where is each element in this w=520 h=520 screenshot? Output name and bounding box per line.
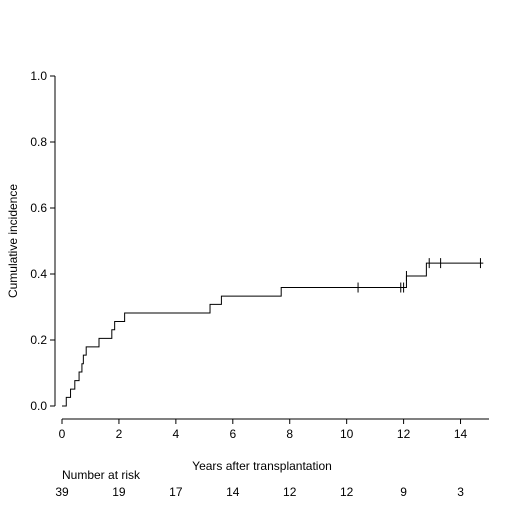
- cumulative-incidence-step-line: [62, 262, 484, 407]
- y-axis-ticks: 0.0 0.2 0.4 0.6 0.8 1.0: [30, 69, 55, 413]
- number-at-risk-count: 12: [340, 485, 354, 499]
- y-tick-label: 0.6: [30, 201, 47, 215]
- y-tick-label: 0.4: [30, 267, 47, 281]
- number-at-risk-count: 12: [283, 485, 297, 499]
- x-tick-label: 0: [59, 427, 66, 441]
- x-axis-title: Years after transplantation: [192, 459, 332, 473]
- x-tick-label: 12: [397, 427, 411, 441]
- x-tick-label: 14: [454, 427, 468, 441]
- x-axis-ticks: 0 2 4 6 8 10 12 14: [59, 419, 468, 441]
- y-tick-label: 0.2: [30, 333, 47, 347]
- y-axis-title: Cumulative incidence: [6, 184, 20, 298]
- x-tick-label: 10: [340, 427, 354, 441]
- number-at-risk-label: Number at risk: [62, 468, 141, 482]
- censor-marks: [357, 258, 481, 293]
- y-tick-label: 1.0: [30, 69, 47, 83]
- number-at-risk-count: 9: [400, 485, 407, 499]
- number-at-risk-count: 39: [55, 485, 69, 499]
- number-at-risk-count: 14: [226, 485, 240, 499]
- x-tick-label: 6: [229, 427, 236, 441]
- x-tick-label: 2: [116, 427, 123, 441]
- x-tick-label: 8: [286, 427, 293, 441]
- y-tick-label: 0.8: [30, 135, 47, 149]
- number-at-risk-count: 19: [112, 485, 126, 499]
- number-at-risk-counts: 39 19 17 14 12 12 9 3: [55, 485, 464, 499]
- number-at-risk-count: 17: [169, 485, 183, 499]
- number-at-risk-count: 3: [457, 485, 464, 499]
- x-tick-label: 4: [173, 427, 180, 441]
- y-tick-label: 0.0: [30, 399, 47, 413]
- axes: [54, 76, 489, 420]
